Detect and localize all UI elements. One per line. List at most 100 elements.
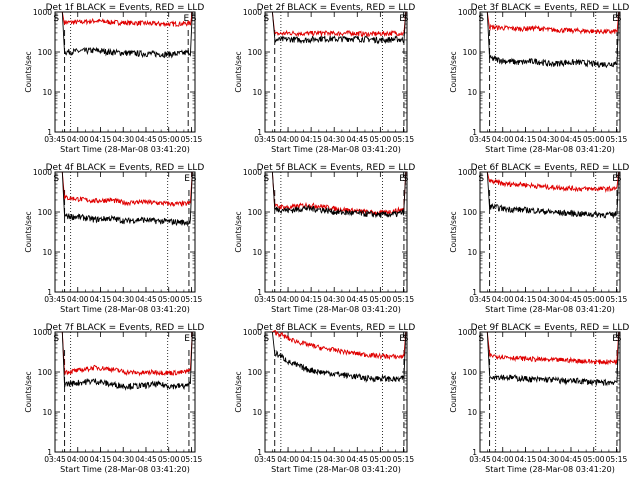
plot-frame [264, 11, 408, 133]
y-tick-label: 100 [463, 208, 478, 217]
x-tick-label: 04:30 [112, 455, 134, 464]
y-axis-label: Counts/sec [234, 51, 243, 92]
y-tick-label: 1000 [33, 168, 52, 177]
x-tick-label: 05:15 [181, 295, 203, 304]
x-tick-label: 04:30 [323, 295, 345, 304]
y-tick-label: 10 [42, 88, 52, 97]
interval-marker: E [184, 334, 190, 344]
x-tick-label: 04:45 [560, 295, 582, 304]
x-tick-label: 05:15 [393, 295, 415, 304]
series-lld-line [272, 329, 407, 360]
x-tick-label: 05:00 [583, 295, 605, 304]
y-tick-label: 100 [38, 48, 53, 57]
x-axis-label: Start Time (28-Mar-08 03:41:20) [60, 145, 190, 154]
y-tick-label: 100 [248, 48, 263, 57]
interval-marker: E [612, 334, 618, 344]
x-tick-label: 05:15 [181, 135, 203, 144]
x-axis-label: Start Time (28-Mar-08 03:41:20) [485, 305, 615, 314]
series-events-line [486, 11, 620, 69]
series-events-line [486, 331, 620, 387]
plot-frame [479, 171, 621, 293]
x-tick-label: 05:15 [606, 135, 628, 144]
x-tick-label: 03:45 [44, 135, 66, 144]
series-lld-line [486, 331, 620, 366]
x-tick-label: 04:15 [300, 455, 322, 464]
interval-marker: E [399, 14, 405, 24]
interval-marker: S [478, 334, 484, 344]
x-tick-label: 05:00 [158, 455, 180, 464]
plot-frame [54, 171, 196, 293]
x-tick-label: 03:45 [44, 455, 66, 464]
x-tick-label: 03:45 [44, 295, 66, 304]
panel-det-4: Det 4f BLACK = Events, RED = LLD 1 10 100 10… [24, 163, 204, 314]
x-tick-label: 04:00 [277, 295, 299, 304]
x-tick-label: 04:15 [300, 295, 322, 304]
interval-marker: E [612, 174, 618, 184]
x-tick-label: 03:45 [254, 295, 276, 304]
panel-title: Det 8f BLACK = Events, RED = LLD [257, 323, 416, 333]
y-tick-label: 1000 [243, 168, 262, 177]
interval-marker: E [184, 174, 190, 184]
series-events-line [61, 331, 193, 391]
interval-marker: S [263, 174, 269, 184]
series-lld-line [486, 171, 620, 193]
plot-frame [264, 171, 408, 293]
x-tick-label: 04:00 [67, 455, 89, 464]
x-axis-label: Start Time (28-Mar-08 03:41:20) [271, 465, 401, 474]
panel-det-2: Det 2f BLACK = Events, RED = LLD 1 10 100 10… [234, 3, 415, 154]
y-axis-label: Counts/sec [449, 51, 458, 92]
y-tick-label: 100 [248, 368, 263, 377]
interval-marker: E [399, 174, 405, 184]
y-axis-label: Counts/sec [234, 211, 243, 252]
y-tick-label: 1000 [33, 328, 52, 337]
x-tick-label: 05:00 [583, 135, 605, 144]
y-tick-label: 1 [472, 288, 477, 297]
x-tick-label: 04:00 [492, 455, 514, 464]
interval-marker: E [399, 334, 405, 344]
y-tick-label: 10 [467, 248, 477, 257]
y-tick-label: 1000 [458, 328, 477, 337]
panel-title: Det 5f BLACK = Events, RED = LLD [257, 163, 416, 173]
x-tick-label: 05:15 [393, 135, 415, 144]
x-tick-label: 04:45 [560, 455, 582, 464]
x-tick-label: 05:00 [370, 455, 392, 464]
series-lld-line [61, 171, 193, 207]
panel-det-6: Det 6f BLACK = Events, RED = LLD 1 10 100 10… [449, 163, 629, 314]
plot-frame [54, 331, 196, 453]
x-tick-label: 04:30 [323, 135, 345, 144]
y-tick-label: 1000 [458, 168, 477, 177]
x-axis-label: Start Time (28-Mar-08 03:41:20) [485, 465, 615, 474]
x-tick-label: 03:45 [469, 135, 491, 144]
panel-title: Det 9f BLACK = Events, RED = LLD [471, 323, 630, 333]
series-lld-line [271, 11, 407, 38]
x-tick-label: 04:15 [515, 135, 537, 144]
x-tick-label: 05:00 [158, 295, 180, 304]
x-tick-label: 04:30 [323, 455, 345, 464]
y-tick-label: 1000 [243, 328, 262, 337]
x-tick-label: 04:00 [277, 455, 299, 464]
interval-marker: S [53, 14, 59, 24]
x-tick-label: 05:00 [370, 295, 392, 304]
panel-det-3: Det 3f BLACK = Events, RED = LLD 1 10 100 10… [449, 3, 629, 154]
panel-title: Det 1f BLACK = Events, RED = LLD [46, 3, 205, 13]
x-tick-label: 04:00 [67, 295, 89, 304]
x-tick-label: 05:00 [583, 455, 605, 464]
y-tick-label: 1 [47, 128, 52, 137]
x-tick-label: 04:30 [537, 295, 559, 304]
series-lld-line [61, 331, 193, 377]
interval-marker: S [263, 14, 269, 24]
panel-title: Det 3f BLACK = Events, RED = LLD [471, 3, 630, 13]
x-axis-label: Start Time (28-Mar-08 03:41:20) [60, 465, 190, 474]
x-tick-label: 04:00 [492, 295, 514, 304]
x-tick-label: 03:45 [254, 455, 276, 464]
x-tick-label: 04:30 [112, 135, 134, 144]
x-axis-label: Start Time (28-Mar-08 03:41:20) [485, 145, 615, 154]
y-tick-label: 100 [463, 48, 478, 57]
x-tick-label: 04:30 [537, 455, 559, 464]
y-tick-label: 1 [257, 448, 262, 457]
panel-det-5: Det 5f BLACK = Events, RED = LLD 1 10 100 10… [234, 163, 415, 314]
y-tick-label: 1000 [243, 8, 262, 17]
y-tick-label: 1 [47, 288, 52, 297]
y-tick-label: 1 [472, 448, 477, 457]
x-tick-label: 04:45 [346, 295, 368, 304]
